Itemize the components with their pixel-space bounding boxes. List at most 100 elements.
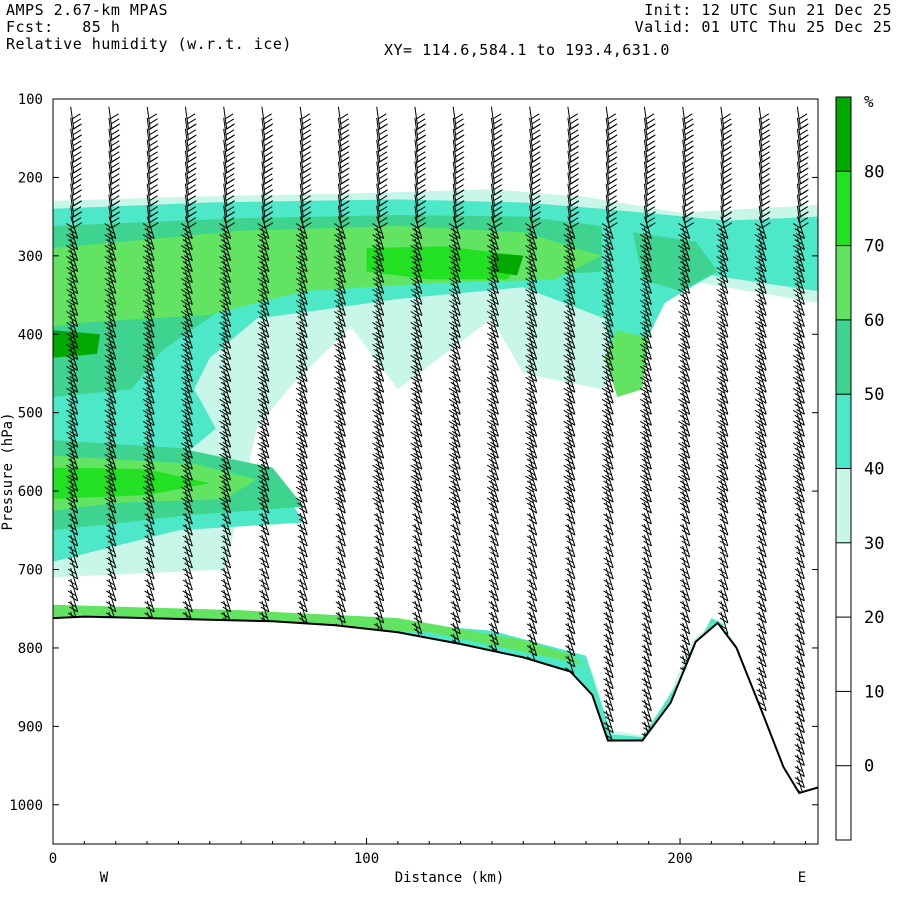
wind-barb-flag [257, 365, 266, 372]
wind-barb-flag [378, 157, 387, 164]
y-tick-label: 200 [18, 170, 43, 186]
wind-barb-shaft [758, 172, 763, 195]
wind-barb-flag [333, 475, 343, 482]
wind-barb-flag [104, 332, 113, 339]
wind-barb-shaft [452, 326, 461, 349]
wind-barb-shaft [376, 392, 385, 415]
wind-barb-shaft [108, 238, 117, 261]
wind-barb-shaft [529, 403, 538, 426]
wind-barb-shaft [758, 512, 767, 536]
wind-barb-shaft [376, 359, 385, 382]
wind-barb-flag [225, 179, 234, 186]
wind-barb-flag [340, 140, 349, 147]
wind-barb-flag [760, 179, 770, 186]
wind-barb-shaft [605, 117, 610, 140]
wind-barb-flag [142, 300, 152, 306]
wind-barb-flag [186, 212, 196, 219]
wind-barb-flag [225, 162, 235, 169]
wind-barb-shaft [70, 501, 79, 525]
wind-barb-flag [754, 409, 764, 416]
wind-barb-shaft [682, 150, 687, 173]
wind-barb-flag [448, 256, 458, 263]
wind-barb-shaft [682, 567, 691, 591]
wind-barb-shaft [682, 271, 691, 294]
wind-barb-shaft [414, 172, 419, 195]
wind-barb-shaft [299, 139, 304, 162]
wind-barb-shaft [146, 359, 155, 382]
wind-barb-flag [645, 157, 655, 164]
wind-barb-flag [525, 354, 534, 361]
wind-barb-shaft [758, 403, 767, 426]
wind-barb-shaft [70, 227, 79, 250]
wind-barb-shaft [796, 556, 805, 580]
wind-barb-flag [448, 332, 458, 339]
wind-barb-shaft [796, 633, 805, 656]
wind-barb-flag [792, 278, 802, 284]
wind-barb-shaft [376, 545, 385, 569]
wind-barb-shaft [70, 578, 79, 602]
wind-barb-shaft [146, 194, 151, 217]
wind-barb-shaft [720, 216, 729, 239]
wind-barb-flag [531, 173, 541, 180]
wind-barb-flag [410, 289, 419, 295]
wind-barb-shaft [108, 458, 117, 481]
wind-barb-flag [410, 475, 419, 482]
wind-barb-flag [448, 245, 458, 252]
wind-barb-flag [410, 442, 419, 449]
wind-barb-shaft [796, 271, 805, 294]
wind-barb-flag [684, 124, 693, 131]
wind-barb-flag [72, 212, 81, 219]
wind-barb-flag [219, 223, 228, 230]
wind-barb-flag [340, 129, 349, 136]
wind-barb-flag [646, 118, 655, 125]
wind-barb-flag [716, 365, 725, 372]
wind-barb-flag [525, 409, 534, 416]
wind-barb-shaft [796, 183, 801, 206]
wind-barb-shaft [70, 183, 75, 206]
wind-barb-shaft [643, 501, 652, 525]
wind-barb-shaft [720, 534, 729, 558]
wind-barb-flag [792, 442, 802, 449]
wind-barb-flag [569, 184, 579, 191]
wind-barb-shaft [223, 326, 232, 349]
wind-barb-flag [257, 300, 266, 306]
wind-barb-shaft [490, 545, 499, 569]
wind-barb-shaft [261, 194, 266, 217]
wind-barb-shaft [146, 282, 155, 305]
wind-barb-flag [225, 206, 235, 213]
wind-barb-flag [219, 420, 228, 427]
wind-barb-shaft [108, 216, 117, 239]
wind-barb-flag [187, 162, 196, 169]
wind-barb-flag [333, 354, 343, 361]
wind-barb-flag [792, 256, 802, 263]
wind-barb-shaft [108, 589, 117, 613]
wind-barb-flag [142, 475, 152, 482]
wind-barb-flag [563, 332, 572, 339]
wind-barb-flag [66, 497, 75, 504]
wind-barb-shaft [682, 479, 691, 503]
wind-barb-flag [722, 206, 732, 213]
wind-barb-flag [493, 184, 502, 191]
wind-barb-column [563, 106, 580, 679]
wind-barb-flag [416, 129, 426, 136]
wind-barb-shaft [796, 589, 805, 613]
wind-barb-flag [645, 212, 655, 219]
wind-barb-flag [263, 195, 273, 202]
wind-barb-shaft [452, 501, 461, 525]
wind-barb-flag [684, 118, 694, 125]
wind-barb-shaft [567, 282, 576, 305]
wind-barb-flag [333, 376, 343, 383]
wind-barb-flag [792, 453, 802, 460]
wind-barb-shaft [184, 227, 193, 250]
wind-barb-flag [455, 129, 464, 136]
wind-barb-shaft [605, 436, 614, 459]
colorbar-band [836, 319, 851, 395]
wind-barb-shaft [567, 479, 576, 503]
wind-barb-shaft [223, 238, 232, 261]
wind-barb-shaft [261, 403, 270, 426]
wind-barb-flag [678, 453, 687, 460]
wind-barb-flag [799, 217, 808, 224]
wind-barb-flag [525, 420, 534, 427]
wind-barb-shaft [337, 436, 346, 459]
wind-barb-column [372, 106, 388, 646]
